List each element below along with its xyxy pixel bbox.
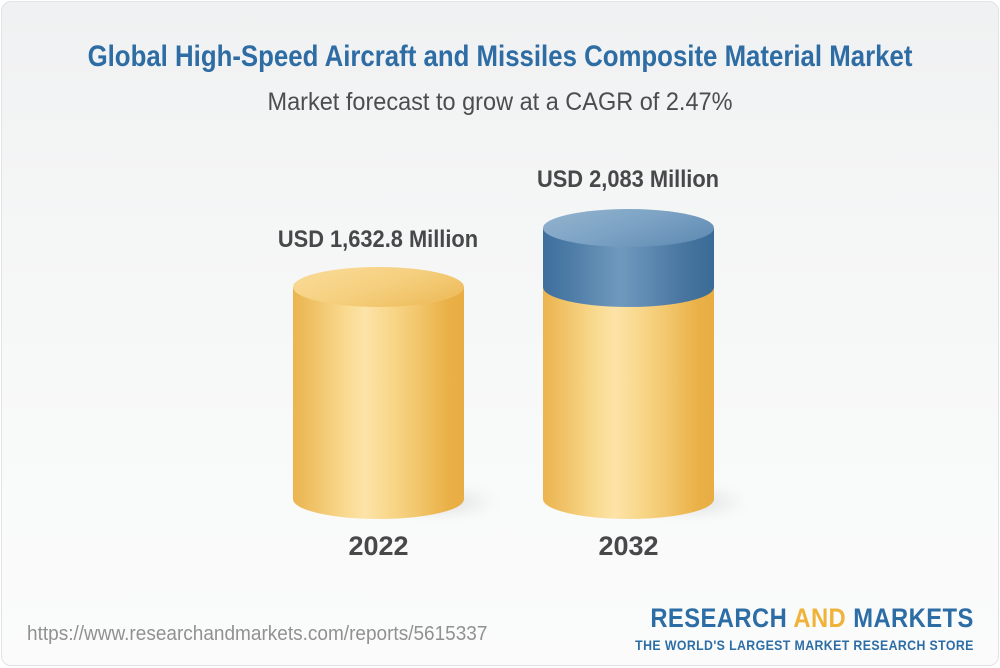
cylinder-bar-2032	[543, 209, 766, 525]
cylinder-2032-base-segment	[543, 281, 714, 519]
chart-subtitle: Market forecast to grow at a CAGR of 2.4…	[267, 88, 733, 116]
x-axis-label-2022: 2022	[348, 531, 409, 561]
bar-2032-value-label: USD 2,083 Million	[536, 166, 720, 193]
cylinder-bar-2022	[293, 267, 516, 525]
logo-word-research: RESEARCH	[650, 603, 788, 633]
bar-2022-value-label: USD 1,632.8 Million	[277, 226, 479, 253]
logo-word-and: AND	[793, 603, 847, 633]
research-and-markets-logo: RESEARCH AND MARKETS THE WORLD'S LARGEST…	[635, 603, 974, 653]
x-axis-label-2032: 2032	[598, 531, 659, 561]
chart-title: Global High-Speed Aircraft and Missiles …	[87, 40, 913, 73]
logo-word-markets: MARKETS	[853, 603, 974, 633]
logo-tagline: THE WORLD'S LARGEST MARKET RESEARCH STOR…	[635, 636, 974, 653]
cylinder-2022-body	[293, 287, 464, 519]
report-url-text: https://www.researchandmarkets.com/repor…	[27, 623, 488, 645]
cylinder-2022-top-cap	[293, 267, 464, 307]
logo-wordmark: RESEARCH AND MARKETS	[635, 603, 974, 634]
cylinder-2032-top-cap	[543, 209, 714, 247]
